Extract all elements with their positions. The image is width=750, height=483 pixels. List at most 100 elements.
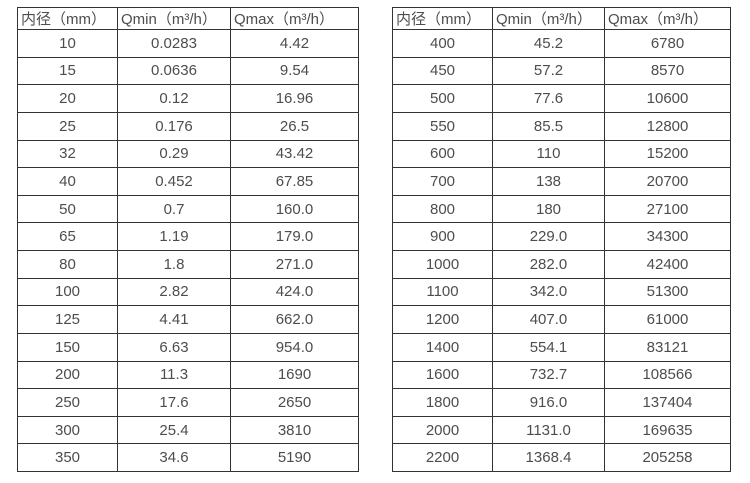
table-cell: 9.54 — [230, 56, 359, 86]
table-cell: 20700 — [604, 167, 731, 196]
table-row: 2200 1368.4 205258 — [392, 443, 731, 472]
table-cell: 51300 — [604, 277, 731, 307]
column-header-diameter: 内径（mm） — [17, 7, 118, 30]
table-cell: 34.6 — [117, 443, 231, 472]
table-cell: 1100 — [392, 277, 493, 307]
column-header-qmin: Qmin（m³/h） — [117, 7, 231, 30]
column-header-qmin: Qmin（m³/h） — [492, 7, 605, 30]
table-cell: 0.176 — [117, 111, 231, 141]
table-cell: 900 — [392, 222, 493, 251]
table-cell: 61000 — [604, 305, 731, 334]
table-row: 200 11.3 1690 — [17, 360, 359, 390]
table-cell: 0.7 — [117, 194, 231, 224]
table-row: 65 1.19 179.0 — [17, 222, 359, 251]
table-row: 100 2.82 424.0 — [17, 277, 359, 307]
table-row: 50 0.7 160.0 — [17, 194, 359, 224]
table-cell: 205258 — [604, 443, 731, 472]
table-cell: 12800 — [604, 111, 731, 141]
table-row: 80 1.8 271.0 — [17, 250, 359, 279]
table-cell: 100 — [17, 277, 118, 307]
table-cell: 1690 — [230, 360, 359, 390]
table-cell: 125 — [17, 305, 118, 334]
table-cell: 77.6 — [492, 84, 605, 113]
table-cell: 0.29 — [117, 139, 231, 169]
table-row: 1800 916.0 137404 — [392, 388, 731, 417]
table-row: 300 25.4 3810 — [17, 415, 359, 445]
table-row: 800 180 27100 — [392, 194, 731, 224]
table-row: 900 229.0 34300 — [392, 222, 731, 251]
table-row: 125 4.41 662.0 — [17, 305, 359, 334]
table-row: 400 45.2 6780 — [392, 29, 731, 58]
table-cell: 450 — [392, 56, 493, 86]
table-row: 500 77.6 10600 — [392, 84, 731, 113]
table-cell: 160.0 — [230, 194, 359, 224]
table-cell: 83121 — [604, 332, 731, 362]
table-row: 350 34.6 5190 — [17, 443, 359, 472]
table-cell: 15 — [17, 56, 118, 86]
table-cell: 10 — [17, 29, 118, 58]
table-cell: 180 — [492, 194, 605, 224]
table-cell: 1.19 — [117, 222, 231, 251]
table-cell: 80 — [17, 250, 118, 279]
table-cell: 179.0 — [230, 222, 359, 251]
table-cell: 282.0 — [492, 250, 605, 279]
table-row: 250 17.6 2650 — [17, 388, 359, 417]
table-cell: 0.12 — [117, 84, 231, 113]
table-cell: 110 — [492, 139, 605, 169]
table-row: 150 6.63 954.0 — [17, 332, 359, 362]
table-header-row: 内径（mm） Qmin（m³/h） Qmax（m³/h） — [392, 7, 731, 30]
table-row: 600 110 15200 — [392, 139, 731, 169]
table-row: 1400 554.1 83121 — [392, 332, 731, 362]
table-cell: 732.7 — [492, 360, 605, 390]
table-cell: 45.2 — [492, 29, 605, 58]
table-cell: 34300 — [604, 222, 731, 251]
table-cell: 554.1 — [492, 332, 605, 362]
flow-spec-table-right: 内径（mm） Qmin（m³/h） Qmax（m³/h） 400 45.2 6780… — [392, 7, 731, 472]
table-cell: 200 — [17, 360, 118, 390]
column-header-qmax: Qmax（m³/h） — [604, 7, 731, 30]
table-cell: 57.2 — [492, 56, 605, 86]
table-cell: 15200 — [604, 139, 731, 169]
table-cell: 271.0 — [230, 250, 359, 279]
table-cell: 1.8 — [117, 250, 231, 279]
table-cell: 8570 — [604, 56, 731, 86]
table-cell: 550 — [392, 111, 493, 141]
table-cell: 42400 — [604, 250, 731, 279]
table-cell: 4.41 — [117, 305, 231, 334]
table-cell: 150 — [17, 332, 118, 362]
table-cell: 916.0 — [492, 388, 605, 417]
table-row: 20 0.12 16.96 — [17, 84, 359, 113]
table-cell: 25 — [17, 111, 118, 141]
table-cell: 1400 — [392, 332, 493, 362]
table-row: 10 0.0283 4.42 — [17, 29, 359, 58]
table-cell: 700 — [392, 167, 493, 196]
table-row: 1600 732.7 108566 — [392, 360, 731, 390]
table-row: 450 57.2 8570 — [392, 56, 731, 86]
table-cell: 50 — [17, 194, 118, 224]
table-cell: 5190 — [230, 443, 359, 472]
table-row: 1200 407.0 61000 — [392, 305, 731, 334]
table-row: 2000 1131.0 169635 — [392, 415, 731, 445]
table-header-row: 内径（mm） Qmin（m³/h） Qmax（m³/h） — [17, 7, 359, 30]
table-cell: 138 — [492, 167, 605, 196]
table-cell: 0.452 — [117, 167, 231, 196]
table-cell: 1200 — [392, 305, 493, 334]
table-cell: 800 — [392, 194, 493, 224]
table-row: 25 0.176 26.5 — [17, 111, 359, 141]
table-row: 15 0.0636 9.54 — [17, 56, 359, 86]
table-cell: 2000 — [392, 415, 493, 445]
table-cell: 6.63 — [117, 332, 231, 362]
table-cell: 26.5 — [230, 111, 359, 141]
table-row: 32 0.29 43.42 — [17, 139, 359, 169]
table-cell: 407.0 — [492, 305, 605, 334]
table-cell: 954.0 — [230, 332, 359, 362]
table-cell: 662.0 — [230, 305, 359, 334]
column-header-qmax: Qmax（m³/h） — [230, 7, 359, 30]
table-cell: 1800 — [392, 388, 493, 417]
table-cell: 2200 — [392, 443, 493, 472]
table-cell: 20 — [17, 84, 118, 113]
table-cell: 2.82 — [117, 277, 231, 307]
table-cell: 1600 — [392, 360, 493, 390]
table-cell: 250 — [17, 388, 118, 417]
table-cell: 2650 — [230, 388, 359, 417]
